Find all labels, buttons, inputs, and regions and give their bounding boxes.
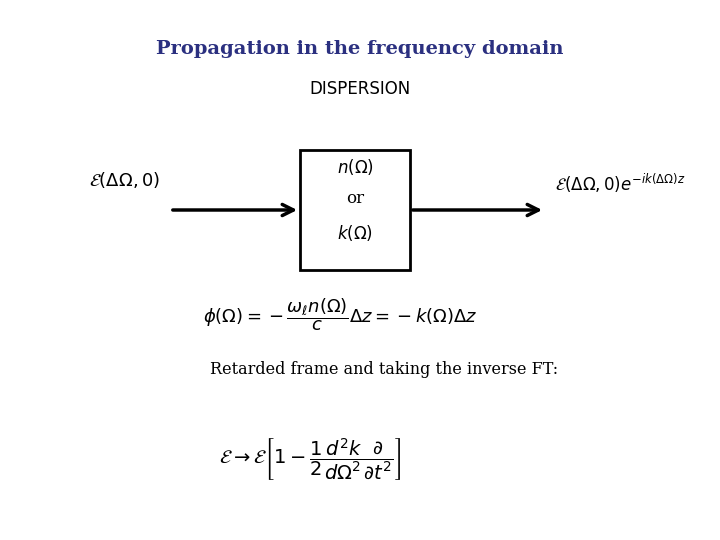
Text: $\mathcal{E}(\Delta\Omega,0)e^{-ik(\Delta\Omega)z}$: $\mathcal{E}(\Delta\Omega,0)e^{-ik(\Delt… <box>555 172 685 195</box>
Text: Propagation in the frequency domain: Propagation in the frequency domain <box>156 40 564 58</box>
Text: $\phi(\Omega) = -\dfrac{\omega_\ell n(\Omega)}{c}\Delta z = -k(\Omega)\Delta z$: $\phi(\Omega) = -\dfrac{\omega_\ell n(\O… <box>203 296 477 333</box>
Text: $\mathcal{E} \rightarrow \mathcal{E}\left[1 - \dfrac{1}{2}\dfrac{d^2k}{d\Omega^2: $\mathcal{E} \rightarrow \mathcal{E}\lef… <box>219 437 401 483</box>
Bar <box>300 150 410 270</box>
Text: $\mathcal{E}(\Delta\Omega,0)$: $\mathcal{E}(\Delta\Omega,0)$ <box>89 170 161 190</box>
Text: $n(\Omega)$
or
$k(\Omega)$: $n(\Omega)$ or $k(\Omega)$ <box>336 157 374 243</box>
Text: Retarded frame and taking the inverse FT:: Retarded frame and taking the inverse FT… <box>210 361 558 379</box>
Text: DISPERSION: DISPERSION <box>310 80 410 98</box>
